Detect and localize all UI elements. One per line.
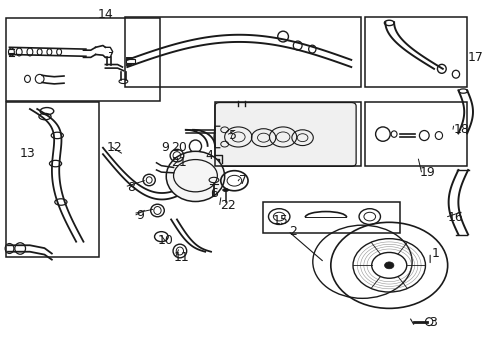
Text: 10: 10 — [157, 234, 173, 247]
Text: 22: 22 — [219, 199, 235, 212]
Text: 1: 1 — [431, 247, 439, 260]
Text: 8: 8 — [127, 181, 135, 194]
Text: 7: 7 — [239, 174, 247, 186]
Bar — [5, 18, 160, 101]
Bar — [124, 17, 360, 87]
Text: 12: 12 — [106, 140, 122, 153]
Text: 9: 9 — [136, 210, 143, 222]
Text: 3: 3 — [428, 316, 436, 329]
Text: 4: 4 — [205, 149, 213, 162]
FancyBboxPatch shape — [215, 103, 355, 166]
Text: 19: 19 — [419, 166, 434, 179]
Text: 20: 20 — [171, 141, 186, 154]
Circle shape — [384, 262, 393, 269]
Text: 6: 6 — [210, 187, 218, 200]
Text: 13: 13 — [19, 147, 35, 159]
Text: 21: 21 — [171, 156, 186, 169]
Text: 17: 17 — [467, 51, 483, 64]
Text: 16: 16 — [447, 211, 463, 224]
Bar — [5, 102, 99, 257]
Text: 5: 5 — [228, 129, 236, 142]
Text: 11: 11 — [173, 251, 189, 264]
Bar — [364, 102, 466, 166]
Text: 9: 9 — [161, 141, 169, 154]
Text: 14: 14 — [97, 8, 113, 21]
Text: 18: 18 — [452, 123, 468, 136]
Bar — [215, 102, 360, 166]
Ellipse shape — [222, 189, 228, 192]
Text: 15: 15 — [272, 214, 287, 227]
Bar — [126, 59, 135, 63]
Text: 2: 2 — [288, 225, 296, 238]
Bar — [364, 17, 466, 87]
Bar — [262, 202, 399, 233]
Ellipse shape — [166, 151, 224, 202]
